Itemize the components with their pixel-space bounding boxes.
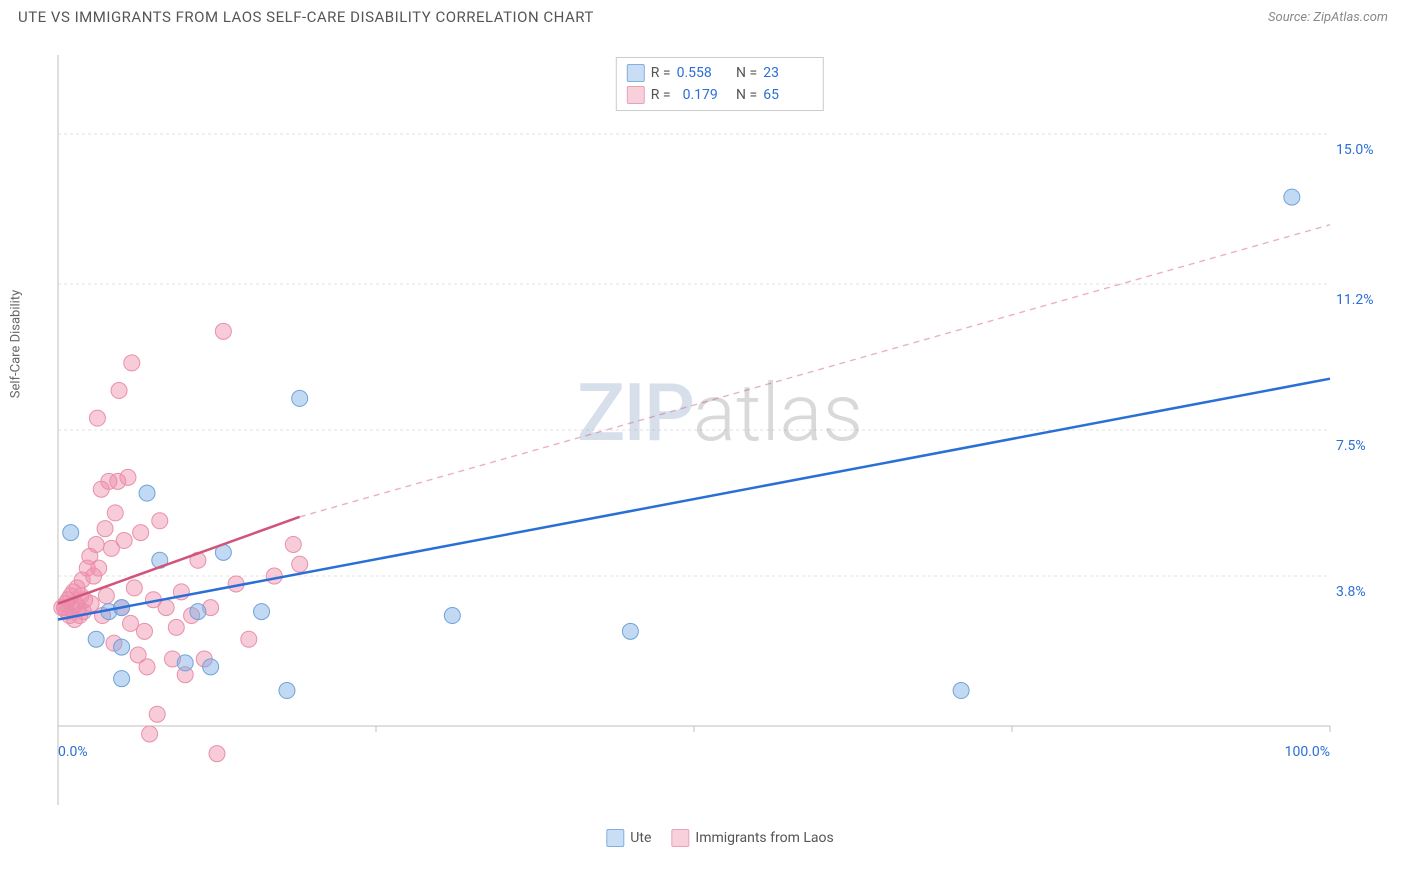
n-value-ute: 23 [763, 62, 813, 84]
svg-text:11.2%: 11.2% [1336, 292, 1374, 308]
series-legend-laos: Immigrants from Laos [671, 829, 833, 847]
scatter-plot: 3.8% 7.5% 11.2% 15.0% 0.0% 100.0% [50, 45, 1390, 845]
n-value-laos: 65 [763, 84, 813, 106]
series-legend-ute: Ute [606, 829, 651, 847]
swatch-ute [627, 64, 645, 82]
source-attribution: Source: ZipAtlas.com [1268, 10, 1388, 25]
series-name-ute: Ute [630, 830, 651, 846]
svg-text:7.5%: 7.5% [1336, 438, 1366, 454]
r-value-ute: 0.558 [677, 62, 727, 84]
chart-area: Self-Care Disability 3.8%7.5%11.2%15.0%0… [50, 45, 1390, 845]
y-axis-label: Self-Care Disability [9, 290, 24, 398]
n-label: N = [733, 84, 758, 106]
correlation-legend: R = 0.558 N = 23 R = 0.179 N = 65 [616, 57, 824, 111]
n-label: N = [733, 62, 758, 84]
series-legend: Ute Immigrants from Laos [606, 829, 833, 847]
legend-row-laos: R = 0.179 N = 65 [627, 84, 813, 106]
r-label: R = [651, 84, 671, 106]
chart-header: UTE VS IMMIGRANTS FROM LAOS SELF-CARE DI… [0, 0, 1406, 30]
swatch-laos-bottom [671, 829, 689, 847]
r-value-laos: 0.179 [677, 84, 727, 106]
legend-row-ute: R = 0.558 N = 23 [627, 62, 813, 84]
chart-title: UTE VS IMMIGRANTS FROM LAOS SELF-CARE DI… [18, 8, 594, 26]
swatch-laos [627, 86, 645, 104]
svg-text:0.0%: 0.0% [58, 744, 88, 760]
swatch-ute-bottom [606, 829, 624, 847]
svg-text:15.0%: 15.0% [1336, 142, 1374, 158]
r-label: R = [651, 62, 671, 84]
svg-text:100.0%: 100.0% [1285, 744, 1330, 760]
svg-text:3.8%: 3.8% [1336, 584, 1366, 600]
series-name-laos: Immigrants from Laos [695, 830, 833, 846]
